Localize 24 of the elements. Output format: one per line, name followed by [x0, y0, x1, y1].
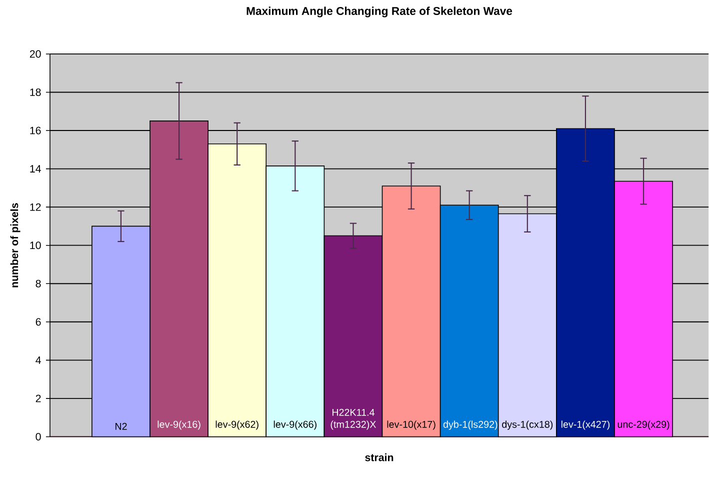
x-axis-title: strain	[365, 454, 394, 462]
x-tick-label: dys-1(cx18)	[502, 420, 553, 430]
y-tick-label: 2	[36, 394, 41, 402]
y-tick-label: 18	[30, 88, 41, 96]
x-tick-label: lev-1(x427)	[561, 420, 610, 430]
y-tick-label: 6	[36, 318, 41, 326]
y-tick-label: 10	[30, 242, 41, 250]
y-tick-label: 14	[30, 165, 41, 173]
x-tick-label: lev-10(x17)	[387, 420, 436, 430]
x-tick-label: H22K11.4 (tm1232)X	[330, 409, 376, 430]
x-tick-label: N2	[115, 423, 127, 430]
y-axis-title: number of pixels	[10, 203, 20, 288]
y-tick-label: 16	[30, 126, 41, 134]
x-tick-label: lev-9(x16)	[158, 420, 200, 430]
y-tick-label: 4	[36, 356, 41, 364]
chart-title: Maximum Angle Changing Rate of Skeleton Wave	[246, 6, 512, 18]
x-tick-label: lev-9(x62)	[216, 420, 258, 430]
y-tick-label: 0	[36, 433, 41, 441]
y-tick-label: 20	[30, 50, 41, 58]
x-tick-label: dyb-1(ls292)	[443, 420, 498, 430]
x-tick-label: unc-29(x29)	[618, 420, 670, 430]
y-tick-label: 8	[36, 280, 41, 288]
y-tick-label: 12	[30, 204, 41, 211]
x-tick-label: lev-9(x66)	[274, 420, 316, 430]
